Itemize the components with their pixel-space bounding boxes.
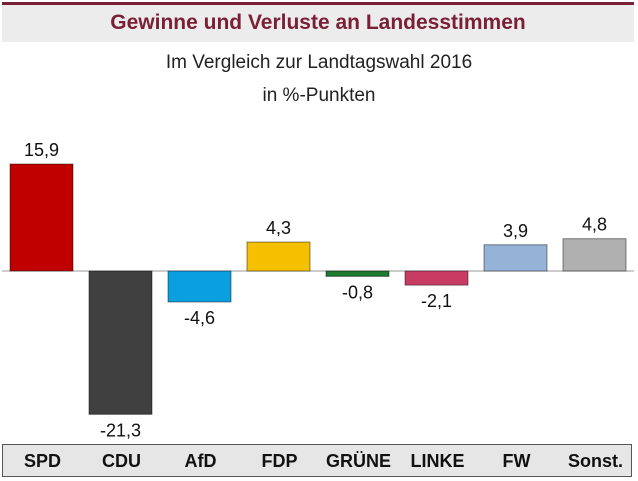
data-label: -0,8 (342, 282, 373, 302)
bar-cdu (88, 270, 153, 415)
x-tick-label: AfD (184, 451, 217, 471)
title-accent-line (2, 2, 634, 5)
chart-subtitle-line2: in %-Punkten (262, 85, 376, 106)
x-tick-label: CDU (102, 451, 141, 471)
chart-subtitle-line1: Im Vergleich zur Landtagswahl 2016 (165, 52, 473, 73)
data-label: -4,6 (184, 308, 215, 328)
data-label: 3,9 (503, 221, 528, 241)
bar-fw (483, 244, 548, 272)
bar-spd (9, 163, 74, 272)
bar-grüne (325, 270, 390, 277)
bar-afd (167, 270, 232, 303)
data-label: 4,3 (266, 218, 291, 238)
x-tick-label: LINKE (410, 451, 465, 471)
x-tick-label: FDP (261, 451, 298, 471)
data-label: -21,3 (100, 420, 141, 440)
category-axis-bar: SPD CDU AfD FDP GRÜNE LINKE FW Sonst. (2, 444, 632, 477)
bar-sonst (562, 238, 627, 272)
x-tick-label: SPD (23, 451, 61, 471)
data-label: 4,8 (582, 215, 607, 235)
title-bar: Gewinne und Verluste an Landesstimmen (2, 5, 634, 42)
data-label: -2,1 (421, 291, 452, 311)
chart-title: Gewinne und Verluste an Landesstimmen (110, 11, 526, 34)
bar-linke (404, 270, 469, 286)
x-tick-label: FW (502, 451, 531, 471)
bar-fdp (246, 241, 311, 272)
data-label: 15,9 (24, 140, 59, 160)
x-tick-label: Sonst. (567, 451, 623, 471)
x-tick-label: GRÜNE (325, 451, 391, 471)
